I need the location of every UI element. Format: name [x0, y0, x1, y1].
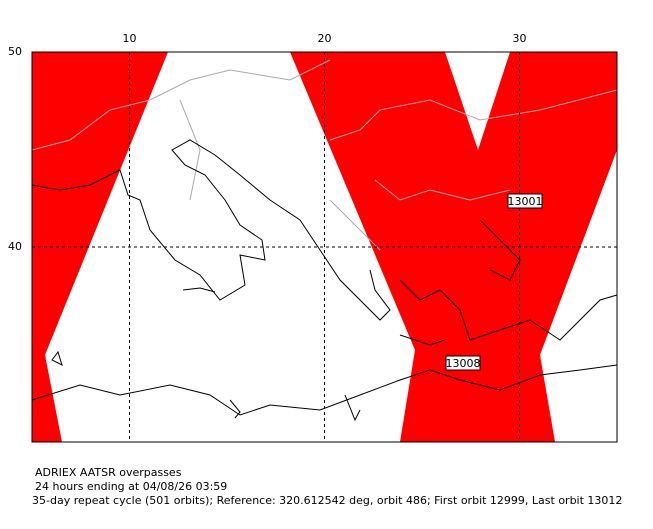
orbit-labels: 13001 13008	[445, 193, 543, 371]
x-tick-label: 20	[318, 32, 332, 45]
orbit-label-box	[445, 355, 481, 371]
orbit-label: 13008	[446, 357, 481, 370]
coast-italy-balkans	[31, 139, 391, 321]
x-tick-label: 10	[123, 32, 137, 45]
orbit-label-box	[507, 193, 543, 209]
orbit-label: 13001	[508, 195, 543, 208]
islands	[51, 287, 361, 422]
caption-title: ADRIEX AATSR overpasses	[35, 466, 182, 479]
y-tick-label: 50	[8, 45, 22, 58]
swath	[32, 52, 168, 442]
coast-aegean	[399, 219, 618, 346]
y-tick-label: 40	[8, 240, 22, 253]
borders	[31, 59, 618, 251]
map-frame	[31, 51, 618, 443]
x-tick-label: 30	[513, 32, 527, 45]
border-lines	[31, 59, 618, 251]
caption-cycle: 35-day repeat cycle (501 orbits); Refere…	[32, 494, 622, 507]
caption-period: 24 hours ending at 04/08/26 03:59	[35, 480, 227, 493]
